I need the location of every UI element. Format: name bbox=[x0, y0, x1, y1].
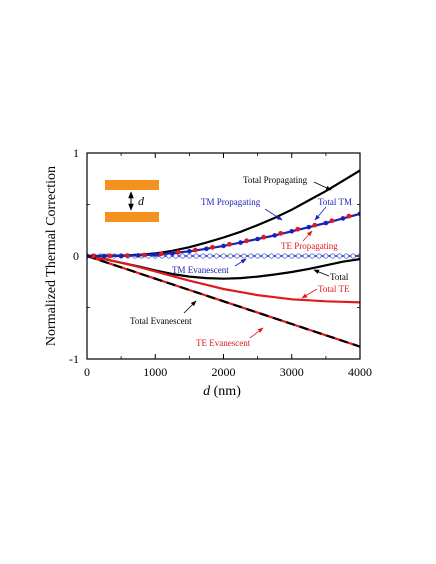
point-total-tm bbox=[238, 240, 243, 245]
point-tm-evanescent bbox=[220, 253, 227, 259]
annotation-arrow-total-evanescent bbox=[183, 300, 197, 314]
point-tm-evanescent bbox=[227, 253, 233, 259]
point-total-tm bbox=[204, 246, 209, 252]
point-te-propagating bbox=[244, 238, 249, 244]
annotation-tm-evanescent: TM Evanescent bbox=[172, 265, 229, 275]
tick-layer: 0 1000 2000 3000 4000 -1 0 1 bbox=[69, 146, 372, 379]
y-tick-label: 1 bbox=[73, 146, 79, 160]
point-tm-evanescent bbox=[241, 253, 247, 259]
point-tm-evanescent bbox=[316, 253, 322, 259]
y-tick-label: -1 bbox=[69, 352, 79, 366]
x-axis-unit: (nm) bbox=[214, 384, 242, 399]
point-tm-evanescent bbox=[268, 253, 274, 259]
point-total-tm bbox=[135, 253, 141, 258]
point-tm-evanescent bbox=[255, 253, 261, 259]
point-total-tm bbox=[289, 228, 295, 234]
point-total-tm bbox=[187, 248, 192, 254]
point-total-tm bbox=[323, 220, 329, 226]
annotation-te-propagating: TE Propagating bbox=[281, 241, 338, 251]
point-tm-evanescent bbox=[207, 253, 213, 259]
annotation-arrow-tm-evanescent bbox=[234, 258, 247, 267]
point-total-tm bbox=[101, 253, 107, 259]
point-tm-evanescent bbox=[295, 253, 302, 259]
point-tm-evanescent bbox=[309, 253, 315, 259]
y-axis-title: Normalized Thermal Correction bbox=[44, 166, 59, 346]
point-te-propagating bbox=[261, 234, 267, 240]
annotation-total: Total bbox=[330, 272, 349, 282]
point-total-tm bbox=[221, 243, 226, 249]
point-tm-evanescent bbox=[350, 253, 356, 259]
point-te-propagating bbox=[90, 253, 96, 259]
annotation-total-tm: Total TM bbox=[318, 197, 352, 207]
annotation-total-evanescent: Total Evanescent bbox=[130, 316, 192, 326]
point-total-tm bbox=[272, 233, 277, 238]
x-axis-variable: d bbox=[203, 384, 211, 399]
lower-plate bbox=[105, 212, 159, 222]
point-te-propagating bbox=[158, 251, 164, 257]
point-tm-evanescent bbox=[330, 253, 336, 259]
point-tm-evanescent bbox=[323, 253, 329, 259]
series-line-total-te bbox=[87, 254, 360, 304]
point-total-tm bbox=[152, 252, 158, 257]
point-total-tm bbox=[118, 253, 124, 259]
point-te-propagating bbox=[107, 253, 113, 259]
annotation-arrow-total bbox=[313, 269, 330, 277]
x-axis-title: d (nm) bbox=[203, 384, 241, 399]
point-te-propagating bbox=[329, 218, 335, 224]
point-tm-evanescent bbox=[186, 253, 192, 259]
point-tm-evanescent bbox=[193, 253, 199, 259]
annotation-total-propagating: Total Propagating bbox=[243, 175, 308, 185]
annotation-arrow-total-te bbox=[301, 288, 318, 299]
point-te-propagating bbox=[124, 253, 130, 258]
point-te-propagating bbox=[210, 244, 215, 250]
series-layer bbox=[87, 169, 369, 348]
point-total-tm bbox=[255, 236, 260, 242]
point-te-propagating bbox=[192, 247, 198, 253]
annotation-arrow-total-tm bbox=[314, 206, 327, 221]
point-tm-evanescent bbox=[282, 253, 288, 259]
x-tick-label: 4000 bbox=[348, 365, 372, 379]
point-tm-evanescent bbox=[234, 253, 240, 259]
point-te-propagating bbox=[346, 213, 352, 219]
point-tm-evanescent bbox=[343, 253, 349, 259]
point-te-propagating bbox=[141, 252, 147, 258]
upper-plate bbox=[105, 180, 159, 190]
annotation-arrow-te-evanescent bbox=[249, 327, 264, 339]
annotation-arrow-te-propagating bbox=[302, 230, 313, 242]
annotations: Total Propagating Total TM TM Propagatin… bbox=[130, 175, 352, 348]
point-tm-evanescent bbox=[336, 253, 343, 259]
inset-plates-diagram: d bbox=[105, 180, 159, 222]
point-te-propagating bbox=[295, 226, 301, 232]
separation-label: d bbox=[138, 194, 145, 208]
point-total-tm bbox=[170, 250, 175, 256]
point-tm-evanescent bbox=[173, 253, 179, 259]
point-te-propagating bbox=[278, 230, 284, 236]
point-tm-evanescent bbox=[261, 253, 268, 259]
point-te-propagating bbox=[364, 211, 369, 216]
point-total-tm bbox=[340, 216, 346, 221]
point-tm-evanescent bbox=[214, 253, 220, 259]
x-tick-label: 3000 bbox=[280, 365, 304, 379]
point-tm-evanescent bbox=[248, 253, 254, 259]
x-tick-label: 0 bbox=[84, 365, 90, 379]
series-line-total-evanescent bbox=[87, 254, 360, 348]
point-te-propagating bbox=[312, 222, 318, 228]
point-tm-evanescent bbox=[275, 253, 281, 259]
annotation-total-te: Total TE bbox=[318, 284, 350, 294]
point-te-propagating bbox=[175, 249, 181, 255]
point-tm-evanescent bbox=[200, 253, 206, 259]
point-total-tm bbox=[306, 224, 312, 230]
x-tick-label: 1000 bbox=[143, 365, 167, 379]
point-tm-evanescent bbox=[289, 253, 295, 259]
point-te-propagating bbox=[227, 241, 232, 247]
annotation-arrow-total-propagating bbox=[313, 181, 332, 191]
annotation-arrow-tm-propagating bbox=[264, 208, 283, 221]
point-tm-evanescent bbox=[302, 253, 308, 259]
x-tick-label: 2000 bbox=[212, 365, 236, 379]
annotation-te-evanescent: TE Evanescent bbox=[196, 338, 251, 348]
annotation-tm-propagating: TM Propagating bbox=[201, 197, 261, 207]
point-tm-evanescent bbox=[179, 253, 186, 259]
y-tick-label: 0 bbox=[73, 249, 79, 263]
